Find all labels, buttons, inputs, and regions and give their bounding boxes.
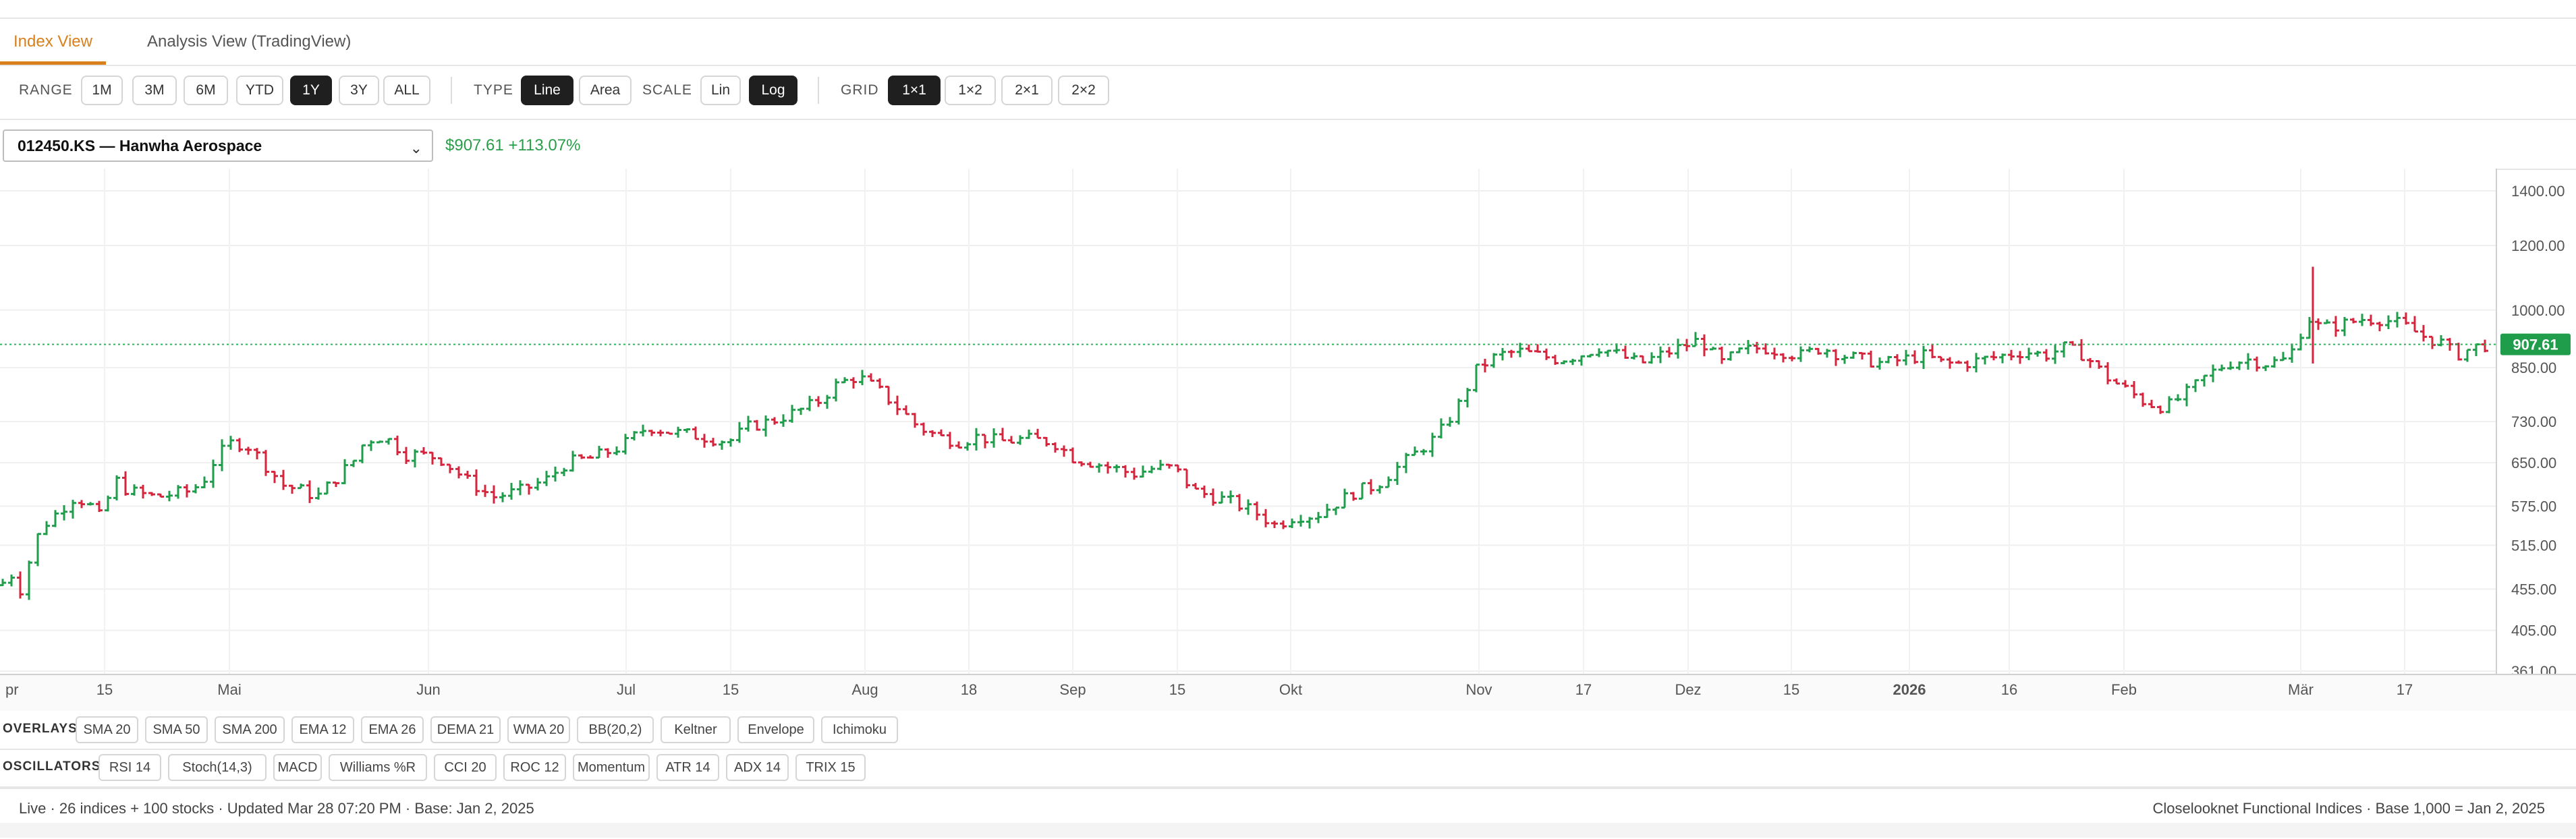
overlays-label: OVERLAYS xyxy=(3,722,78,736)
range-1y-button[interactable]: 1Y xyxy=(290,76,332,105)
overlay-chip[interactable]: SMA 200 xyxy=(215,716,285,743)
overlay-chip[interactable]: SMA 50 xyxy=(145,716,208,743)
x-axis-band xyxy=(0,675,2576,711)
y-tick-label: 515.00 xyxy=(2511,537,2556,554)
y-tick-label: 1200.00 xyxy=(2511,237,2565,254)
y-tick-label: 405.00 xyxy=(2511,623,2556,639)
current-price-tag-label: 907.61 xyxy=(2513,337,2558,353)
tab-index-view[interactable]: Index View xyxy=(0,19,106,65)
range-6m-button[interactable]: 6M xyxy=(184,76,228,105)
range-all-button[interactable]: ALL xyxy=(383,76,430,105)
oscillator-chip[interactable]: RSI 14 xyxy=(99,754,161,781)
oscillator-chip[interactable]: CCI 20 xyxy=(434,754,497,781)
overlay-chip[interactable]: EMA 12 xyxy=(291,716,354,743)
overlay-chip[interactable]: BB(20,2) xyxy=(577,716,654,743)
toolbar-divider xyxy=(818,77,819,104)
x-tick-label: 17 xyxy=(1575,681,1592,698)
x-tick-label: 15 xyxy=(1783,681,1799,698)
symbol-select-value: 012450.KS — Hanwha Aerospace xyxy=(18,137,262,154)
scale-log-button[interactable]: Log xyxy=(749,76,797,105)
x-tick-label: Nov xyxy=(1465,681,1492,698)
oscillator-chip[interactable]: ATR 14 xyxy=(656,754,719,781)
overlay-chip[interactable]: EMA 26 xyxy=(361,716,424,743)
range-1m-button[interactable]: 1M xyxy=(81,76,123,105)
y-tick-label: 1400.00 xyxy=(2511,183,2565,200)
overlays-row: OVERLAYS SMA 20 SMA 50 SMA 200 EMA 12 EMA 26… xyxy=(0,711,2576,750)
oscillator-chip[interactable]: MACD xyxy=(273,754,322,781)
oscillator-chip[interactable]: Momentum xyxy=(573,754,650,781)
overlay-chip[interactable]: SMA 20 xyxy=(76,716,138,743)
current-price-tag xyxy=(2500,333,2571,355)
chart-toolbar: RANGE 1M 3M 6M YTD 1Y 3Y ALL TYPE Line A… xyxy=(0,65,2576,120)
y-tick-label: 730.00 xyxy=(2511,413,2556,430)
x-tick-label: Mär xyxy=(2288,681,2314,698)
oscillator-chip[interactable]: ROC 12 xyxy=(503,754,566,781)
view-tabs: Index View Analysis View (TradingView) xyxy=(0,19,2576,66)
x-tick-label: 2026 xyxy=(1893,681,1926,698)
oscillators-label: OSCILLATORS xyxy=(3,759,101,774)
y-tick-label: 650.00 xyxy=(2511,455,2556,471)
x-tick-label: Mai xyxy=(217,681,241,698)
oscillator-chip[interactable]: ADX 14 xyxy=(726,754,789,781)
range-3y-button[interactable]: 3Y xyxy=(339,76,379,105)
current-price: $907.61 xyxy=(445,136,504,154)
price-chart[interactable]: 361.00 405.00 455.00 515.00 575.00 650.00 730.… xyxy=(0,169,2576,711)
x-tick-label: 15 xyxy=(723,681,739,698)
status-left-text: Live · 26 indices + 100 stocks · Updated… xyxy=(19,800,534,817)
symbol-row: 012450.KS — Hanwha Aerospace ⌄ $907.61 +… xyxy=(0,119,2576,170)
y-tick-label: 455.00 xyxy=(2511,581,2556,598)
x-tick-label: Okt xyxy=(1279,681,1302,698)
oscillator-chip[interactable]: Stoch(14,3) xyxy=(168,754,267,781)
range-label: RANGE xyxy=(19,82,73,98)
grid-1x1-button[interactable]: 1×1 xyxy=(888,76,941,105)
x-tick-label: Aug xyxy=(851,681,878,698)
x-tick-label: 16 xyxy=(2001,681,2017,698)
top-spacer xyxy=(0,0,2576,19)
bottom-band xyxy=(0,823,2576,838)
price-change: +113.07% xyxy=(508,136,581,154)
grid-2x2-button[interactable]: 2×2 xyxy=(1058,76,1109,105)
y-tick-label: 575.00 xyxy=(2511,498,2556,515)
grid-1x2-button[interactable]: 1×2 xyxy=(945,76,996,105)
overlay-chip[interactable]: WMA 20 xyxy=(507,716,570,743)
tab-analysis-view[interactable]: Analysis View (TradingView) xyxy=(147,32,352,51)
overlay-chip[interactable]: Keltner xyxy=(661,716,731,743)
x-tick-label: Jul xyxy=(617,681,636,698)
grid-label: GRID xyxy=(841,82,879,98)
oscillator-chip[interactable]: TRIX 15 xyxy=(795,754,866,781)
status-right-text: Closelooknet Functional Indices · Base 1… xyxy=(2152,800,2545,817)
type-label: TYPE xyxy=(474,82,513,98)
chart-canvas[interactable]: 361.00405.00455.00515.00575.00650.00730.… xyxy=(0,169,2576,711)
range-3m-button[interactable]: 3M xyxy=(132,76,177,105)
x-tick-label: 17 xyxy=(2397,681,2413,698)
y-tick-label: 850.00 xyxy=(2511,359,2556,376)
x-tick-label: 15 xyxy=(1169,681,1185,698)
grid-2x1-button[interactable]: 2×1 xyxy=(1001,76,1053,105)
toolbar-divider xyxy=(451,77,452,104)
x-tick-label: pr xyxy=(5,681,19,698)
scale-lin-button[interactable]: Lin xyxy=(700,76,741,105)
overlay-chip[interactable]: Envelope xyxy=(737,716,814,743)
range-ytd-button[interactable]: YTD xyxy=(236,76,283,105)
scale-label: SCALE xyxy=(642,82,692,98)
x-tick-label: Sep xyxy=(1059,681,1086,698)
x-tick-label: Jun xyxy=(416,681,440,698)
overlay-chip[interactable]: DEMA 21 xyxy=(430,716,501,743)
x-tick-label: 15 xyxy=(96,681,113,698)
overlay-chip[interactable]: Ichimoku xyxy=(821,716,898,743)
x-tick-label: Feb xyxy=(2111,681,2137,698)
symbol-select[interactable]: 012450.KS — Hanwha Aerospace ⌄ xyxy=(3,129,433,162)
type-line-button[interactable]: Line xyxy=(521,76,573,105)
x-tick-label: 18 xyxy=(961,681,977,698)
type-area-button[interactable]: Area xyxy=(579,76,632,105)
x-tick-label: Dez xyxy=(1675,681,1701,698)
price-readout: $907.61 +113.07% xyxy=(445,129,580,162)
chevron-down-icon: ⌄ xyxy=(410,140,422,156)
y-tick-label: 1000.00 xyxy=(2511,302,2565,319)
oscillators-row: OSCILLATORS RSI 14 Stoch(14,3) MACD William… xyxy=(0,749,2576,788)
oscillator-chip[interactable]: Williams %R xyxy=(329,754,427,781)
